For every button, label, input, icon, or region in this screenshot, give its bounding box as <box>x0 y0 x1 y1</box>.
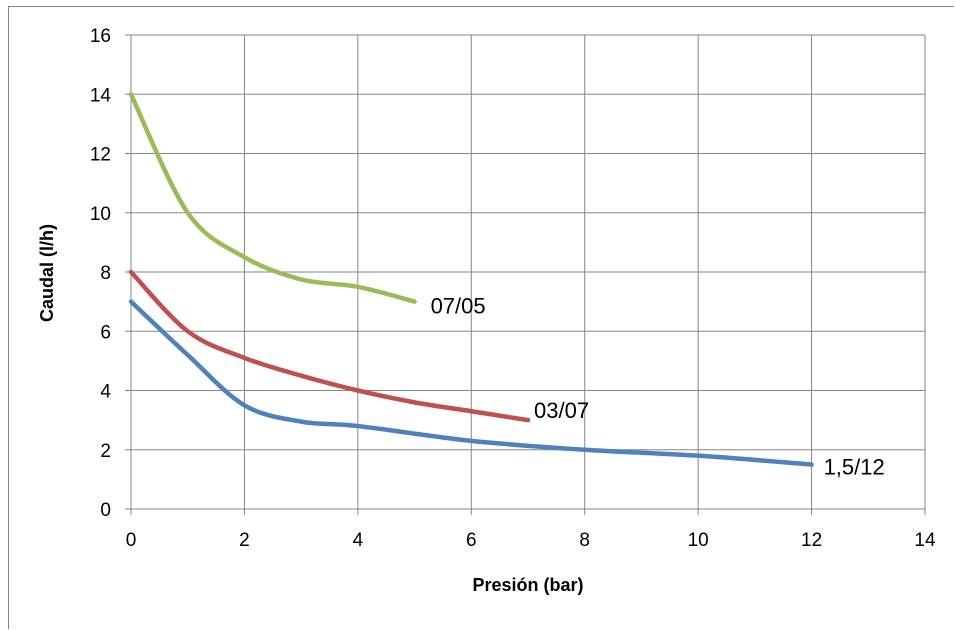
x-tick-label: 2 <box>239 530 250 551</box>
y-tick-label: 16 <box>90 26 111 47</box>
chart-frame <box>8 6 954 629</box>
x-tick-label: 10 <box>688 530 709 551</box>
gridlines <box>131 34 926 509</box>
y-tick-label: 12 <box>90 145 111 166</box>
y-tick-label: 14 <box>90 85 112 106</box>
x-tick-label: 8 <box>579 530 590 551</box>
y-tick-label: 2 <box>100 441 111 462</box>
series-labels: 07/05 03/07 1,5/12 <box>431 294 885 480</box>
x-tick-label: 14 <box>914 530 936 551</box>
y-tick-label: 6 <box>100 322 111 343</box>
series-line-1 <box>128 269 531 423</box>
x-axis-title: Presión (bar) <box>472 575 583 595</box>
y-tick-label: 10 <box>90 204 111 225</box>
y-tick-label: 0 <box>100 500 111 521</box>
tick-labels: 0 2 4 6 8 10 12 14 0 2 4 6 8 10 12 14 16 <box>90 26 936 551</box>
series-label-1: 03/07 <box>534 398 589 423</box>
y-tick-label: 4 <box>100 382 111 403</box>
series-line-2 <box>128 299 814 467</box>
series-lines <box>128 92 814 467</box>
x-tick-label: 4 <box>353 530 364 551</box>
axes <box>125 34 926 515</box>
x-tick-label: 6 <box>466 530 477 551</box>
y-axis-title: Caudal (l/h) <box>37 224 57 322</box>
y-tick-label: 8 <box>100 263 111 284</box>
series-label-2: 1,5/12 <box>824 455 885 480</box>
series-line-0 <box>128 92 417 304</box>
x-tick-label: 0 <box>126 530 137 551</box>
series-label-0: 07/05 <box>431 294 486 319</box>
x-tick-label: 12 <box>801 530 822 551</box>
